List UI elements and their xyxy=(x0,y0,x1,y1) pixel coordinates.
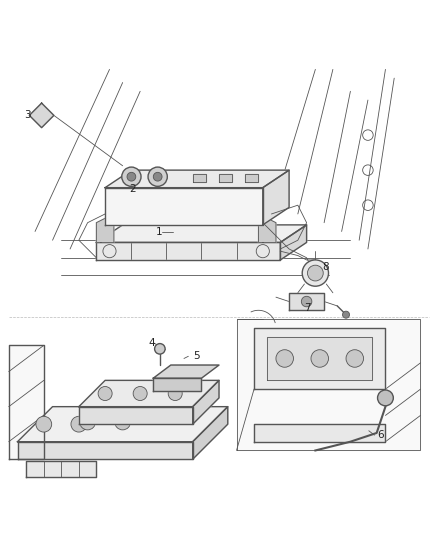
Polygon shape xyxy=(263,170,289,225)
Polygon shape xyxy=(96,225,307,243)
Polygon shape xyxy=(193,407,228,459)
Text: 6: 6 xyxy=(378,430,384,440)
Circle shape xyxy=(98,386,112,400)
Polygon shape xyxy=(18,407,228,442)
Circle shape xyxy=(343,311,350,318)
Polygon shape xyxy=(267,336,372,381)
Polygon shape xyxy=(79,407,193,424)
Circle shape xyxy=(80,414,95,430)
Circle shape xyxy=(302,260,328,286)
Circle shape xyxy=(168,386,182,400)
Polygon shape xyxy=(153,365,219,378)
Circle shape xyxy=(148,167,167,187)
Polygon shape xyxy=(153,378,201,391)
Circle shape xyxy=(311,350,328,367)
Polygon shape xyxy=(29,103,54,128)
Polygon shape xyxy=(258,219,276,243)
Text: 2: 2 xyxy=(129,183,136,193)
Text: 4: 4 xyxy=(149,338,155,348)
Polygon shape xyxy=(105,170,289,188)
Circle shape xyxy=(378,390,393,406)
Circle shape xyxy=(122,167,141,187)
Polygon shape xyxy=(9,345,44,459)
Text: 5: 5 xyxy=(193,351,199,361)
Polygon shape xyxy=(79,381,219,407)
Circle shape xyxy=(346,350,364,367)
Circle shape xyxy=(153,172,162,181)
Circle shape xyxy=(276,350,293,367)
Polygon shape xyxy=(193,174,206,182)
Polygon shape xyxy=(193,381,219,424)
Circle shape xyxy=(71,416,87,432)
Circle shape xyxy=(307,265,323,281)
Text: 3: 3 xyxy=(24,110,31,120)
Circle shape xyxy=(127,172,136,181)
Polygon shape xyxy=(219,174,232,182)
Polygon shape xyxy=(254,328,385,389)
Polygon shape xyxy=(280,225,307,260)
Circle shape xyxy=(155,344,165,354)
Polygon shape xyxy=(26,462,96,477)
Polygon shape xyxy=(289,293,324,310)
Polygon shape xyxy=(245,174,258,182)
Polygon shape xyxy=(96,243,280,260)
Circle shape xyxy=(115,414,131,430)
Polygon shape xyxy=(105,188,263,225)
Text: 8: 8 xyxy=(322,262,329,271)
Polygon shape xyxy=(254,424,385,442)
Circle shape xyxy=(301,296,312,307)
Circle shape xyxy=(133,386,147,400)
Polygon shape xyxy=(96,219,114,243)
Text: 7: 7 xyxy=(304,303,311,313)
Text: 1: 1 xyxy=(155,228,162,237)
Polygon shape xyxy=(18,442,193,459)
Polygon shape xyxy=(237,319,420,450)
Circle shape xyxy=(36,416,52,432)
